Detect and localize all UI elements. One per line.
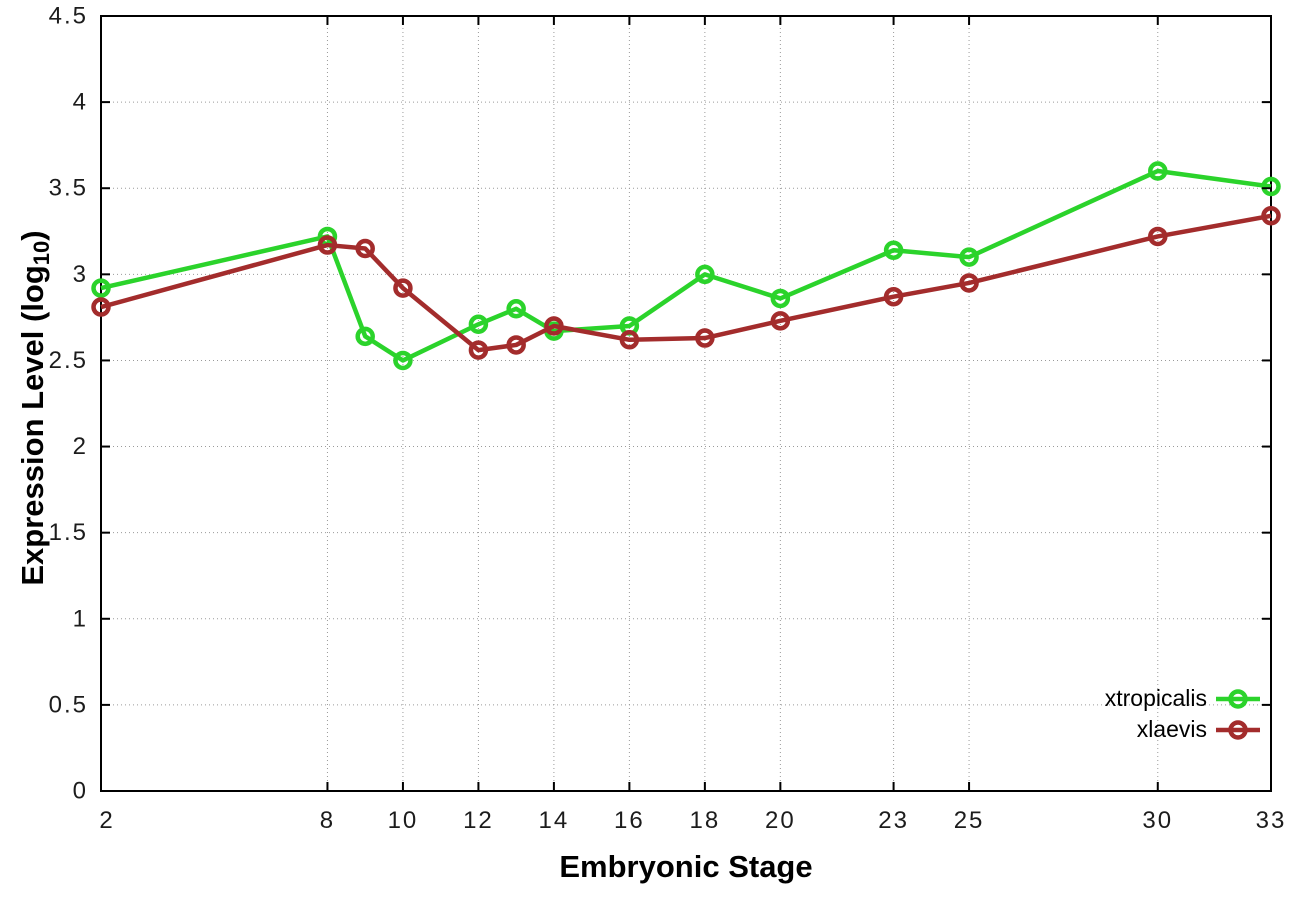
data-point-xtropicalis xyxy=(1148,161,1168,181)
data-point-xtropicalis xyxy=(355,326,375,347)
x-tick-label: 16 xyxy=(614,807,645,834)
data-point-xlaevis xyxy=(695,328,715,348)
x-tick-label: 33 xyxy=(1256,807,1287,834)
data-point-xtropicalis xyxy=(91,278,111,298)
data-point-xtropicalis xyxy=(770,288,791,309)
y-tick-label: 1.5 xyxy=(49,519,88,546)
xlaevis-line-marker-icon xyxy=(1216,719,1260,740)
data-point-xtropicalis xyxy=(506,299,526,319)
data-point-xtropicalis xyxy=(393,350,413,371)
legend-item-xlaevis: xlaevis xyxy=(1105,716,1260,743)
x-tick-label: 10 xyxy=(388,807,419,834)
y-axis-title-close: ) xyxy=(15,230,50,241)
plot-border xyxy=(100,15,1272,792)
y-tick-label: 0 xyxy=(73,778,88,805)
data-point-xtropicalis xyxy=(959,247,979,267)
legend-item-xtropicalis: xtropicalis xyxy=(1105,685,1260,712)
data-point-xtropicalis xyxy=(1261,176,1281,197)
data-point-xlaevis xyxy=(317,235,338,255)
y-axis-title: Expression Level (log10) xyxy=(15,158,55,658)
data-point-xlaevis xyxy=(468,340,489,360)
data-point-xlaevis xyxy=(91,297,111,317)
y-tick-label: 3 xyxy=(73,261,88,288)
x-tick-label: 8 xyxy=(320,807,335,834)
data-point-xtropicalis xyxy=(695,264,715,285)
x-tick-label: 30 xyxy=(1142,807,1173,834)
y-tick-label: 3.5 xyxy=(49,175,88,202)
data-point-xlaevis xyxy=(1261,206,1281,226)
x-tick-label: 14 xyxy=(539,807,570,834)
data-point-xlaevis xyxy=(883,286,904,307)
data-point-xtropicalis xyxy=(883,240,904,260)
y-tick-label: 4 xyxy=(73,89,88,116)
legend-label-xtropicalis: xtropicalis xyxy=(1104,685,1207,711)
y-tick-label: 1 xyxy=(73,605,88,632)
series-line-xlaevis xyxy=(100,213,1272,353)
data-point-xlaevis xyxy=(619,330,640,350)
data-point-xlaevis xyxy=(959,273,979,293)
x-tick-label: 12 xyxy=(463,807,494,834)
data-point-xlaevis xyxy=(1148,226,1168,247)
y-tick-label: 2 xyxy=(73,433,88,460)
data-point-xtropicalis xyxy=(468,314,489,335)
legend-label-xlaevis: xlaevis xyxy=(1136,716,1207,742)
data-point-xlaevis xyxy=(544,316,564,336)
x-tick-label: 23 xyxy=(878,807,909,834)
y-tick-label: 4.5 xyxy=(49,3,88,30)
data-point-xlaevis xyxy=(770,311,791,331)
data-point-xlaevis xyxy=(506,335,526,355)
x-tick-label: 20 xyxy=(765,807,796,834)
y-tick-label: 0.5 xyxy=(49,691,88,718)
xtropicalis-line-marker-icon xyxy=(1216,688,1260,709)
legend: xtropicalis xlaevis xyxy=(1105,685,1260,743)
y-axis-title-subscript: 10 xyxy=(29,240,54,266)
x-tick-label: 2 xyxy=(99,807,114,834)
y-tick-label: 2.5 xyxy=(49,347,88,374)
x-tick-label: 25 xyxy=(954,807,985,834)
x-tick-label: 18 xyxy=(690,807,721,834)
series-line-xtropicalis xyxy=(100,168,1272,363)
y-axis-title-text: Expression Level (log xyxy=(15,265,50,586)
data-point-xlaevis xyxy=(393,278,413,298)
x-axis-title: Embryonic Stage xyxy=(559,849,813,884)
data-point-xlaevis xyxy=(355,238,375,259)
